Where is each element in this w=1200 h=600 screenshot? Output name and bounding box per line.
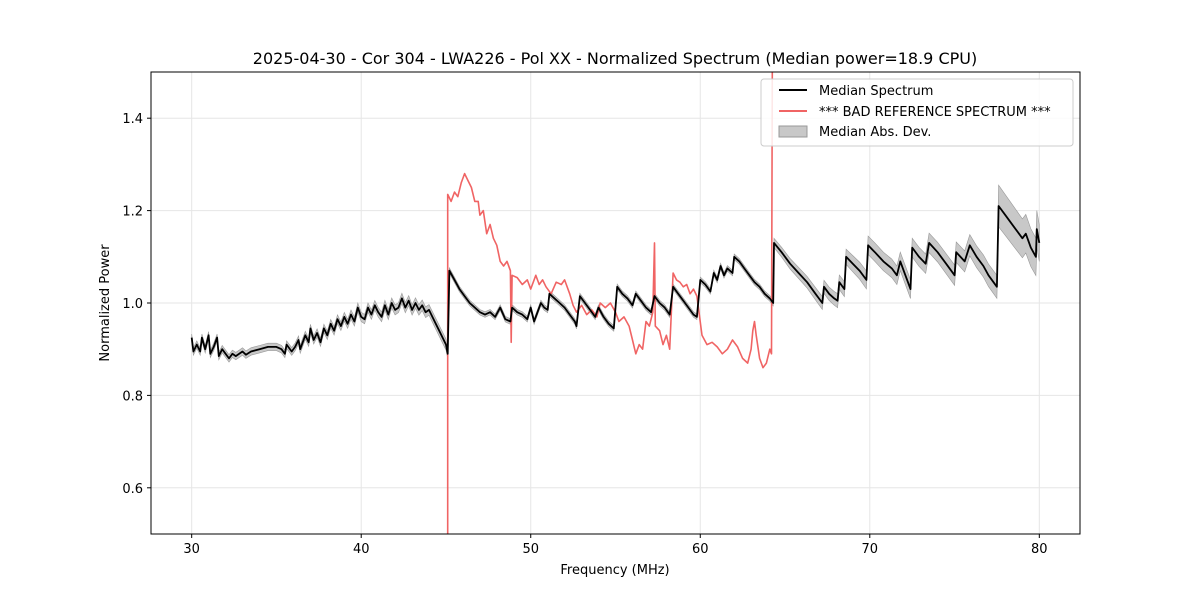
median-abs-dev-band [191, 184, 1040, 363]
y-tick-label: 1.2 [122, 205, 143, 220]
x-tick-label: 50 [522, 542, 539, 557]
legend-swatch-median-abs-dev [778, 125, 808, 138]
legend-label-median-abs-dev: Median Abs. Dev. [819, 125, 931, 140]
x-axis-label: Frequency (MHz) [560, 563, 669, 578]
y-tick-label: 1.0 [122, 297, 143, 312]
y-tick-label: 0.8 [122, 389, 143, 404]
median-abs-dev-band-layer [191, 184, 1040, 363]
y-axis-label: Normalized Power [98, 244, 113, 362]
series-layer [190, 71, 1041, 534]
legend-label-median-spectrum: Median Spectrum [819, 84, 933, 99]
x-tick-label: 40 [353, 542, 370, 557]
legend: Median Spectrum *** BAD REFERENCE SPECTR… [760, 78, 1074, 147]
x-tick-label: 80 [1031, 542, 1048, 557]
y-tick-label: 1.4 [122, 112, 143, 127]
y-tick-label: 0.6 [122, 482, 143, 497]
legend-box [760, 78, 1074, 147]
axis-ticks: 30 40 50 60 70 80 0.6 0.8 1.0 1.2 1.4 [122, 112, 1047, 557]
legend-label-bad-reference: *** BAD REFERENCE SPECTRUM *** [819, 105, 1051, 120]
x-tick-label: 30 [183, 542, 200, 557]
bad-reference-spectrum-line [446, 71, 774, 534]
chart-title: 2025-04-30 - Cor 304 - LWA226 - Pol XX -… [253, 49, 977, 68]
x-tick-label: 60 [692, 542, 709, 557]
median-spectrum-line [190, 205, 1041, 360]
x-tick-label: 70 [862, 542, 879, 557]
